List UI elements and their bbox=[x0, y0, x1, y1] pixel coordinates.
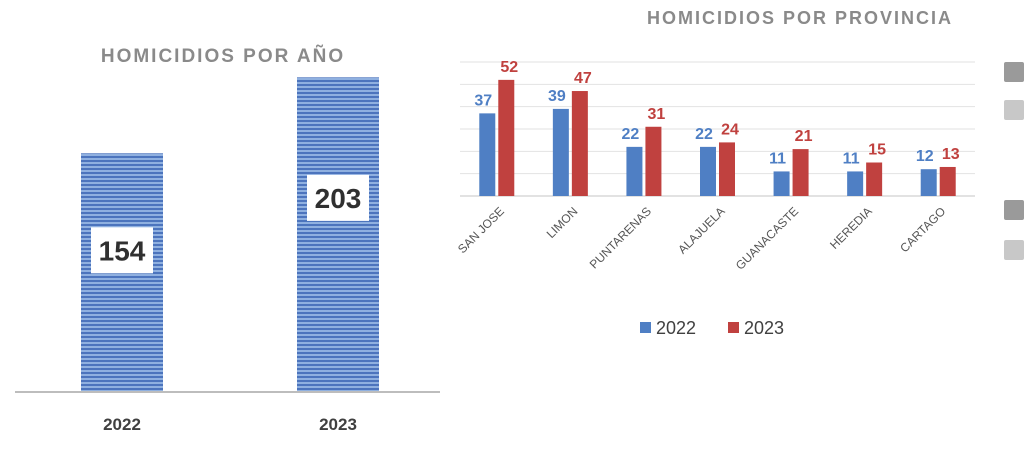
province-bar-value-label: 22 bbox=[695, 126, 713, 143]
province-bar bbox=[700, 146, 716, 196]
province-bar-value-label: 11 bbox=[843, 150, 860, 167]
legend-label: 2023 bbox=[744, 318, 784, 338]
homicides-by-year-chart: HOMICIDIOS POR AÑO 154 203 2022 2023 bbox=[15, 45, 440, 434]
year-chart-title: HOMICIDIOS POR AÑO bbox=[101, 45, 345, 67]
homicides-by-province-chart: HOMICIDIOS POR PROVINCIA 37 52 39 47 22 31 22 2… bbox=[455, 8, 975, 338]
province-bar-value-label: 39 bbox=[548, 88, 566, 105]
year-x-tick-label: 2022 bbox=[103, 415, 141, 434]
province-x-tick-label: HEREDIA bbox=[827, 204, 875, 252]
side-decoration-mark bbox=[1004, 100, 1024, 120]
province-bar-value-label: 15 bbox=[868, 142, 886, 159]
province-bar-value-label: 21 bbox=[795, 128, 813, 145]
province-bar bbox=[479, 113, 496, 196]
province-bar-value-label: 11 bbox=[769, 150, 786, 167]
province-x-tick-label: LIMON bbox=[544, 204, 581, 241]
province-chart-title: HOMICIDIOS POR PROVINCIA bbox=[647, 8, 953, 28]
province-bar-value-label: 13 bbox=[942, 146, 960, 163]
year-bar-value-label: 154 bbox=[99, 235, 146, 266]
province-bar-value-label: 12 bbox=[916, 148, 934, 165]
year-x-tick-label: 2023 bbox=[319, 415, 357, 434]
year-bar-value-label: 203 bbox=[315, 183, 362, 214]
province-bar bbox=[847, 171, 864, 196]
province-bar bbox=[571, 91, 588, 196]
province-bar bbox=[773, 171, 790, 196]
province-bar-value-label: 52 bbox=[500, 59, 518, 76]
legend-swatch bbox=[640, 322, 651, 333]
province-bar bbox=[920, 169, 937, 196]
province-x-tick-label: PUNTARENAS bbox=[587, 204, 654, 271]
province-bar bbox=[866, 162, 883, 196]
province-x-tick-label: GUANACASTE bbox=[733, 204, 801, 272]
side-decoration-mark bbox=[1004, 240, 1024, 260]
province-bar bbox=[498, 79, 515, 196]
province-x-tick-label: ALAJUELA bbox=[675, 204, 727, 256]
side-decoration-mark bbox=[1004, 62, 1024, 82]
province-bar-value-label: 31 bbox=[648, 106, 666, 123]
province-bar bbox=[645, 126, 662, 196]
province-bar-value-label: 22 bbox=[622, 126, 640, 143]
legend-label: 2022 bbox=[656, 318, 696, 338]
province-x-tick-label: CARTAGO bbox=[897, 204, 948, 255]
province-bar bbox=[626, 146, 643, 196]
province-bar bbox=[552, 108, 569, 196]
year-bar bbox=[297, 77, 379, 392]
province-bar-value-label: 47 bbox=[574, 70, 592, 87]
province-bar bbox=[719, 142, 735, 196]
province-bar-value-label: 37 bbox=[474, 92, 492, 109]
province-bar bbox=[939, 166, 956, 196]
province-bar-value-label: 24 bbox=[721, 121, 739, 138]
year-bar-label-box bbox=[91, 227, 153, 274]
legend-swatch bbox=[728, 322, 739, 333]
year-bar-label-box bbox=[307, 174, 369, 221]
province-x-tick-label: SAN JOSE bbox=[455, 204, 507, 256]
province-bar bbox=[792, 149, 809, 196]
side-decoration-mark bbox=[1004, 200, 1024, 220]
